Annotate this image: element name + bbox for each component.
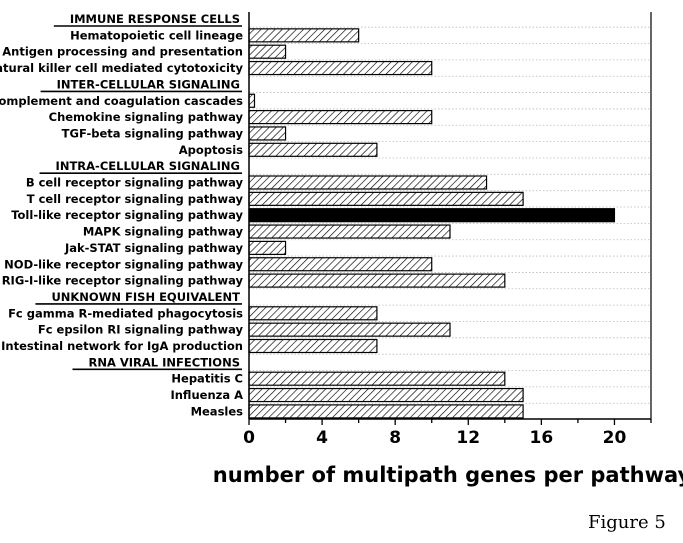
bar-natural-killer-cell-mediated-cytotoxicity	[248, 60, 433, 76]
x-tick-label-4: 4	[316, 428, 328, 448]
section-label-unknown-fish-equivalent: UNKNOWN FISH EQUIVALENT	[51, 290, 240, 304]
section-label-intra-cellular-signaling: INTRA-CELLULAR SIGNALING	[56, 159, 240, 173]
bar-mapk-signaling-pathway	[248, 224, 451, 239]
bar-intestinal-network-for-iga-production	[248, 338, 378, 354]
x-tick-label-8: 8	[389, 428, 401, 448]
bar-rig-i-like-receptor-signaling-pathway	[248, 273, 506, 288]
category-label-chemokine-signaling-pathway: Chemokine signaling pathway	[49, 110, 244, 124]
category-label-fc-epsilon-ri-signaling-pathway: Fc epsilon RI signaling pathway	[38, 323, 244, 337]
x-tick-label-12: 12	[456, 428, 480, 448]
bar-tgf-beta-signaling-pathway	[248, 126, 287, 141]
bar-hepatitis-c	[248, 371, 506, 386]
bar-antigen-processing-and-presentation	[248, 44, 287, 59]
bar-apoptosis	[248, 142, 378, 157]
bar-chemokine-signaling-pathway	[248, 109, 433, 125]
bar-influenza-a	[248, 387, 524, 403]
category-label-influenza-a: Influenza A	[170, 388, 243, 402]
section-label-rna-viral-infections: RNA VIRAL INFECTIONS	[88, 355, 240, 369]
bar-chart: IMMUNE RESPONSE CELLS Hematopoietic cell …	[0, 12, 683, 487]
category-label-nod-like-receptor-signaling-pathway: NOD-like receptor signaling pathway	[4, 257, 243, 271]
category-label-natural-killer-cell-mediated-cytotoxicity: Natural killer cell mediated cytotoxicit…	[0, 61, 243, 75]
category-label-tgf-beta-signaling-pathway: TGF-beta signaling pathway	[62, 126, 244, 140]
section-label-inter-cellular-signaling: INTER-CELLULAR SIGNALING	[57, 77, 240, 91]
category-label-jak-stat-signaling-pathway: Jak-STAT signaling pathway	[64, 241, 244, 255]
category-label-fc-gamma-r-mediated-phagocytosis: Fc gamma R-mediated phagocytosis	[8, 306, 243, 320]
bar-b-cell-receptor-signaling-pathway	[248, 175, 488, 190]
category-labels: IMMUNE RESPONSE CELLS Hematopoietic cell …	[0, 12, 244, 418]
bar-t-cell-receptor-signaling-pathway	[248, 191, 524, 206]
category-label-rig-i-like-receptor-signaling-pathway: RIG-I-like receptor signaling pathway	[2, 274, 244, 288]
x-tick-label-16: 16	[530, 428, 554, 448]
category-label-intestinal-network-for-iga-production: Intestinal network for IgA production	[1, 339, 243, 353]
x-tick-labels: 0 4 8 12 16 20	[243, 428, 626, 448]
category-label-apoptosis: Apoptosis	[179, 143, 243, 157]
x-tick-label-20: 20	[603, 428, 627, 448]
axes	[248, 12, 652, 425]
category-label-hematopoietic-cell-lineage: Hematopoietic cell lineage	[70, 28, 243, 42]
x-tick-label-0: 0	[243, 428, 255, 448]
bar-measles	[248, 404, 524, 419]
category-label-toll-like-receptor-signaling-pathway: Toll-like receptor signaling pathway	[11, 208, 243, 222]
bar-hematopoietic-cell-lineage	[248, 28, 360, 43]
bar-fc-epsilon-ri-signaling-pathway	[248, 322, 451, 337]
section-label-immune-response-cells: IMMUNE RESPONSE CELLS	[70, 12, 240, 26]
grid-lines	[249, 26, 651, 404]
category-label-hepatitis-c: Hepatitis C	[171, 372, 243, 386]
category-label-t-cell-receptor-signaling-pathway: T cell receptor signaling pathway	[27, 192, 244, 206]
figure-caption: Figure 5	[588, 512, 666, 533]
category-label-measles: Measles	[191, 404, 244, 418]
x-axis-title: number of multipath genes per pathway	[213, 463, 683, 487]
bar-fc-gamma-r-mediated-phagocytosis	[248, 306, 378, 321]
category-label-complement-and-coagulation-cascades: Complement and coagulation cascades	[0, 94, 243, 108]
category-label-antigen-processing-and-presentation: Antigen processing and presentation	[2, 45, 243, 59]
bars	[248, 28, 616, 419]
category-label-b-cell-receptor-signaling-pathway: B cell receptor signaling pathway	[26, 176, 244, 190]
bar-jak-stat-signaling-pathway	[248, 240, 287, 255]
category-label-mapk-signaling-pathway: MAPK signaling pathway	[83, 225, 244, 239]
bar-nod-like-receptor-signaling-pathway	[248, 257, 433, 272]
bar-toll-like-receptor-signaling-pathway	[248, 208, 616, 223]
bar-complement-and-coagulation-cascades	[248, 93, 256, 108]
